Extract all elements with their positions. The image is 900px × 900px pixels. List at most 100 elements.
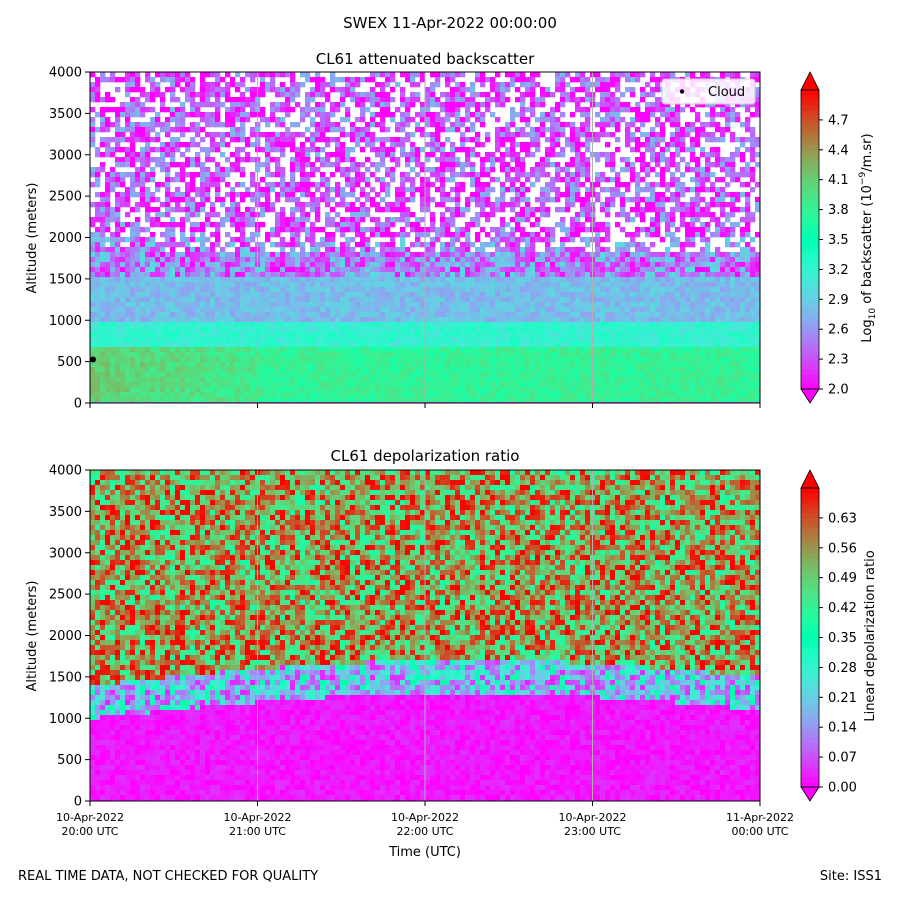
heat-cell bbox=[340, 297, 346, 303]
heat-cell bbox=[515, 272, 521, 278]
heat-cell bbox=[230, 322, 236, 328]
heat-cell bbox=[120, 282, 126, 288]
heat-cell bbox=[370, 267, 376, 273]
heat-cell bbox=[425, 302, 431, 308]
heat-cell bbox=[245, 372, 251, 378]
heat-cell bbox=[120, 192, 126, 198]
heat-cell bbox=[250, 72, 256, 78]
heat-cell bbox=[145, 137, 151, 143]
heat-cell bbox=[320, 327, 326, 333]
heat-cell bbox=[395, 157, 401, 163]
heat-cell bbox=[500, 132, 506, 138]
heat-cell bbox=[205, 177, 211, 183]
heat-cell bbox=[280, 82, 286, 88]
heat-cell bbox=[270, 277, 276, 283]
heat-cell bbox=[170, 107, 176, 113]
heat-cell bbox=[175, 287, 181, 293]
heat-cell bbox=[135, 307, 141, 313]
heat-cell bbox=[220, 122, 226, 128]
heat-cell bbox=[150, 327, 156, 333]
heat-cell bbox=[160, 357, 166, 363]
heat-cell bbox=[105, 262, 111, 268]
heat-cell bbox=[420, 367, 426, 373]
heat-cell bbox=[95, 297, 101, 303]
heat-cell bbox=[515, 252, 521, 258]
heat-cell bbox=[470, 337, 476, 343]
heat-cell bbox=[120, 367, 126, 373]
heat-cell bbox=[235, 72, 241, 78]
heat-cell bbox=[290, 302, 296, 308]
heat-cell bbox=[300, 177, 306, 183]
heat-cell bbox=[90, 387, 96, 393]
heat-cell bbox=[315, 227, 321, 233]
heat-cell bbox=[240, 257, 246, 263]
heat-cell bbox=[320, 312, 326, 318]
heat-cell bbox=[165, 242, 171, 248]
heat-cell bbox=[490, 292, 496, 298]
heat-cell bbox=[165, 287, 171, 293]
heat-cell bbox=[360, 382, 366, 388]
heat-cell bbox=[195, 332, 201, 338]
heat-cell bbox=[215, 167, 221, 173]
heat-cell bbox=[455, 252, 461, 258]
heat-cell bbox=[535, 177, 541, 183]
heat-cell bbox=[355, 397, 361, 403]
heat-cell bbox=[495, 377, 501, 383]
heat-cell bbox=[270, 322, 276, 328]
heat-cell bbox=[190, 327, 196, 333]
heat-cell bbox=[205, 337, 211, 343]
heat-cell bbox=[270, 157, 276, 163]
heat-cell bbox=[175, 77, 181, 83]
backscatter-title: CL61 attenuated backscatter bbox=[316, 50, 535, 68]
heat-cell bbox=[270, 297, 276, 303]
heat-cell bbox=[475, 332, 481, 338]
heat-cell bbox=[150, 302, 156, 308]
heat-cell bbox=[165, 317, 171, 323]
heat-cell bbox=[520, 212, 526, 218]
heat-cell bbox=[415, 302, 421, 308]
heat-cell bbox=[205, 297, 211, 303]
heat-cell bbox=[220, 292, 226, 298]
heat-cell bbox=[95, 372, 101, 378]
heat-cell bbox=[160, 222, 166, 228]
heat-cell bbox=[260, 257, 266, 263]
heat-cell bbox=[430, 387, 436, 393]
heat-cell bbox=[345, 147, 351, 153]
heat-cell bbox=[495, 102, 501, 108]
heat-cell bbox=[425, 347, 431, 353]
heat-cell bbox=[210, 362, 216, 368]
heat-cell bbox=[400, 242, 406, 248]
heat-cell bbox=[110, 252, 116, 258]
heat-cell bbox=[275, 287, 281, 293]
heat-cell bbox=[470, 217, 476, 223]
heat-cell bbox=[510, 287, 516, 293]
heat-cell bbox=[465, 307, 471, 313]
heat-cell bbox=[120, 237, 126, 243]
heat-cell bbox=[195, 322, 201, 328]
heat-cell bbox=[220, 137, 226, 143]
heat-cell bbox=[90, 252, 96, 258]
heat-cell bbox=[455, 82, 461, 88]
heat-cell bbox=[190, 137, 196, 143]
heat-cell bbox=[460, 332, 466, 338]
heat-cell bbox=[105, 312, 111, 318]
heat-cell bbox=[430, 292, 436, 298]
heat-cell bbox=[245, 312, 251, 318]
heat-cell bbox=[260, 317, 266, 323]
heat-cell bbox=[425, 122, 431, 128]
heat-cell bbox=[310, 237, 316, 243]
heat-cell bbox=[205, 82, 211, 88]
heat-cell bbox=[275, 267, 281, 273]
heat-cell bbox=[335, 362, 341, 368]
heat-cell bbox=[285, 322, 291, 328]
heat-cell bbox=[460, 182, 466, 188]
heat-cell bbox=[435, 277, 441, 283]
heat-cell bbox=[495, 292, 501, 298]
heat-cell bbox=[435, 297, 441, 303]
heat-cell bbox=[165, 387, 171, 393]
heat-cell bbox=[270, 132, 276, 138]
heat-cell bbox=[175, 312, 181, 318]
heat-cell bbox=[130, 352, 136, 358]
heat-cell bbox=[200, 297, 206, 303]
heat-cell bbox=[90, 202, 96, 208]
